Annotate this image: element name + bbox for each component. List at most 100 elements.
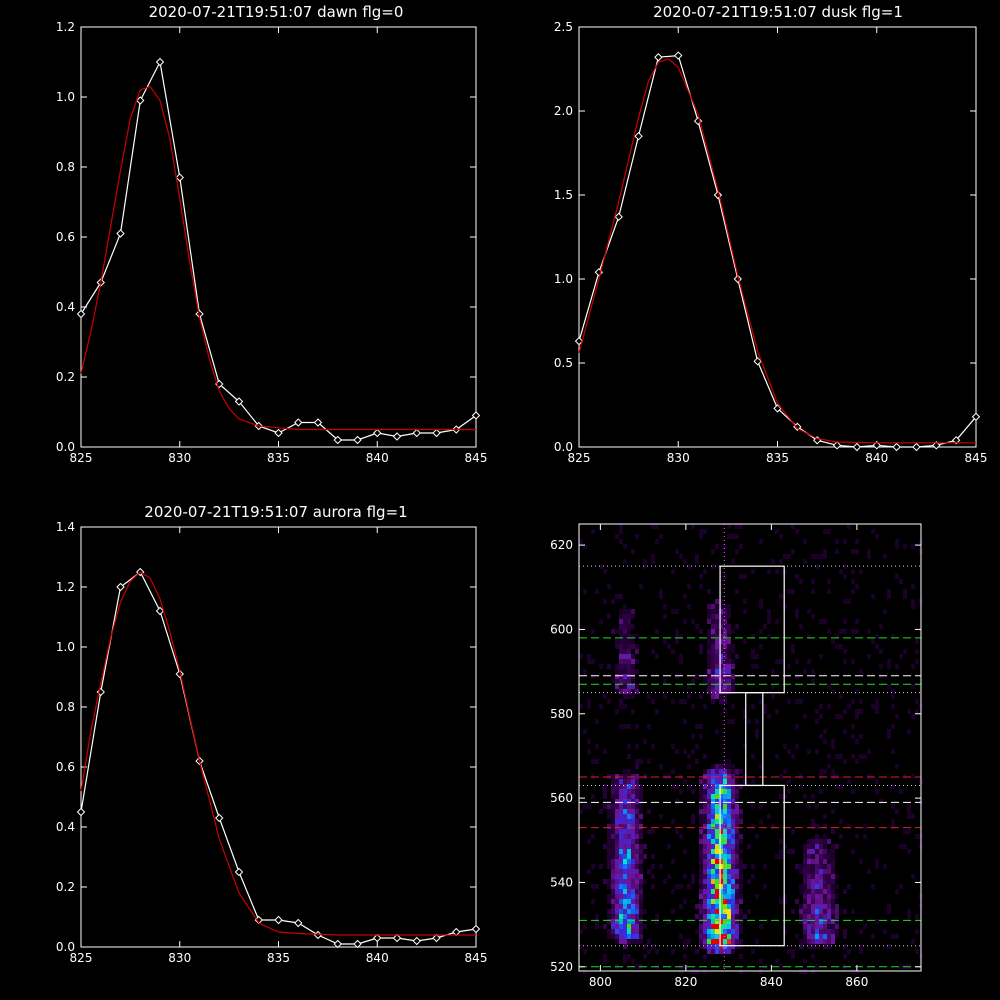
- heatmap-cell: [679, 774, 683, 779]
- heatmap-cell: [735, 889, 739, 894]
- heatmap-cell: [691, 819, 695, 824]
- heatmap-cell: [767, 619, 771, 624]
- heatmap-cell: [639, 909, 643, 914]
- heatmap-cell: [739, 894, 743, 899]
- heatmap-cell: [811, 954, 815, 959]
- heatmap-cell: [855, 834, 859, 839]
- heatmap-cell: [731, 789, 735, 794]
- heatmap-cell: [803, 894, 807, 899]
- heatmap-cell: [679, 934, 683, 939]
- heatmap-cell: [635, 884, 639, 889]
- heatmap-cell: [683, 954, 687, 959]
- heatmap-cell: [619, 864, 623, 869]
- heatmap-cell: [891, 784, 895, 789]
- heatmap-cell: [911, 584, 915, 589]
- heatmap-cell: [835, 539, 839, 544]
- heatmap-cell: [739, 944, 743, 949]
- heatmap-cell: [727, 664, 731, 669]
- heatmap-cell: [735, 834, 739, 839]
- selection-box: [719, 784, 785, 947]
- heatmap-cell: [715, 694, 719, 699]
- heatmap-cell: [623, 894, 627, 899]
- heatmap-cell: [627, 664, 631, 669]
- heatmap-cell: [627, 854, 631, 859]
- heatmap-cell: [703, 704, 707, 709]
- heatmap-cell: [835, 549, 839, 554]
- heatmap-cell: [607, 849, 611, 854]
- heatmap-cell: [879, 649, 883, 654]
- heatmap-cell: [815, 824, 819, 829]
- heatmap-cell: [695, 949, 699, 954]
- heatmap-cell: [719, 624, 723, 629]
- heatmap-cell: [727, 804, 731, 809]
- heatmap-cell: [703, 789, 707, 794]
- heatmap-cell: [907, 809, 911, 814]
- heatmap-cell: [639, 829, 643, 834]
- heatmap-cell: [803, 919, 807, 924]
- heatmap-cell: [827, 839, 831, 844]
- heatmap-cell: [631, 694, 635, 699]
- heatmap-cell: [775, 529, 779, 534]
- heatmap-cell: [579, 539, 583, 544]
- heatmap-cell: [715, 869, 719, 874]
- heatmap-cell: [619, 914, 623, 919]
- heatmap-cell: [823, 914, 827, 919]
- heatmap-cell: [619, 839, 623, 844]
- heatmap-cell: [727, 869, 731, 874]
- heatmap-cell: [623, 794, 627, 799]
- data-point-marker: [892, 442, 901, 452]
- heatmap-cell: [739, 869, 743, 874]
- heatmap-cell: [627, 794, 631, 799]
- heatmap-cell: [611, 914, 615, 919]
- heatmap-cell: [895, 889, 899, 894]
- heatmap-cell: [891, 724, 895, 729]
- heatmap-cell: [623, 839, 627, 844]
- heatmap-cell: [623, 664, 627, 669]
- heatmap-cell: [699, 934, 703, 939]
- y-tick-label: 1.0: [56, 90, 75, 104]
- heatmap-cell: [695, 759, 699, 764]
- heatmap-cell: [635, 864, 639, 869]
- heatmap-cell: [795, 529, 799, 534]
- heatmap-cell: [875, 534, 879, 539]
- heatmap-cell: [807, 884, 811, 889]
- heatmap-cell: [735, 904, 739, 909]
- heatmap-cell: [599, 704, 603, 709]
- heatmap-cell: [843, 889, 847, 894]
- heatmap-cell: [851, 849, 855, 854]
- heatmap-cell: [699, 844, 703, 849]
- heatmap-cell: [799, 884, 803, 889]
- heatmap-cell: [611, 934, 615, 939]
- heatmap-cell: [671, 784, 675, 789]
- heatmap-cell: [727, 819, 731, 824]
- heatmap-cell: [703, 859, 707, 864]
- heatmap-cell: [703, 824, 707, 829]
- heatmap-cell: [723, 614, 727, 619]
- heatmap-cell: [635, 789, 639, 794]
- heatmap-cell: [707, 669, 711, 674]
- heatmap-cell: [815, 879, 819, 884]
- heatmap-cell: [579, 654, 583, 659]
- heatmap-cell: [763, 884, 767, 889]
- heatmap-cell: [739, 954, 743, 959]
- heatmap-cell: [627, 804, 631, 809]
- heatmap-cell: [807, 659, 811, 664]
- heatmap-cell: [783, 794, 787, 799]
- heatmap-cell: [779, 854, 783, 859]
- heatmap-cell: [711, 849, 715, 854]
- heatmap-cell: [619, 849, 623, 854]
- heatmap-cell: [627, 724, 631, 729]
- heatmap-cell: [707, 849, 711, 854]
- chart-title: 2020-07-21T19:51:07 dawn flg=0: [149, 3, 404, 21]
- heatmap-cell: [631, 884, 635, 889]
- heatmap-cell: [779, 849, 783, 854]
- heatmap-cell: [699, 904, 703, 909]
- heatmap-cell: [627, 889, 631, 894]
- heatmap-cell: [627, 859, 631, 864]
- heatmap-cell: [611, 599, 615, 604]
- heatmap-cell: [715, 639, 719, 644]
- heatmap-cell: [831, 769, 835, 774]
- heatmap-cell: [863, 824, 867, 829]
- heatmap-cell: [835, 919, 839, 924]
- heatmap-cell: [835, 904, 839, 909]
